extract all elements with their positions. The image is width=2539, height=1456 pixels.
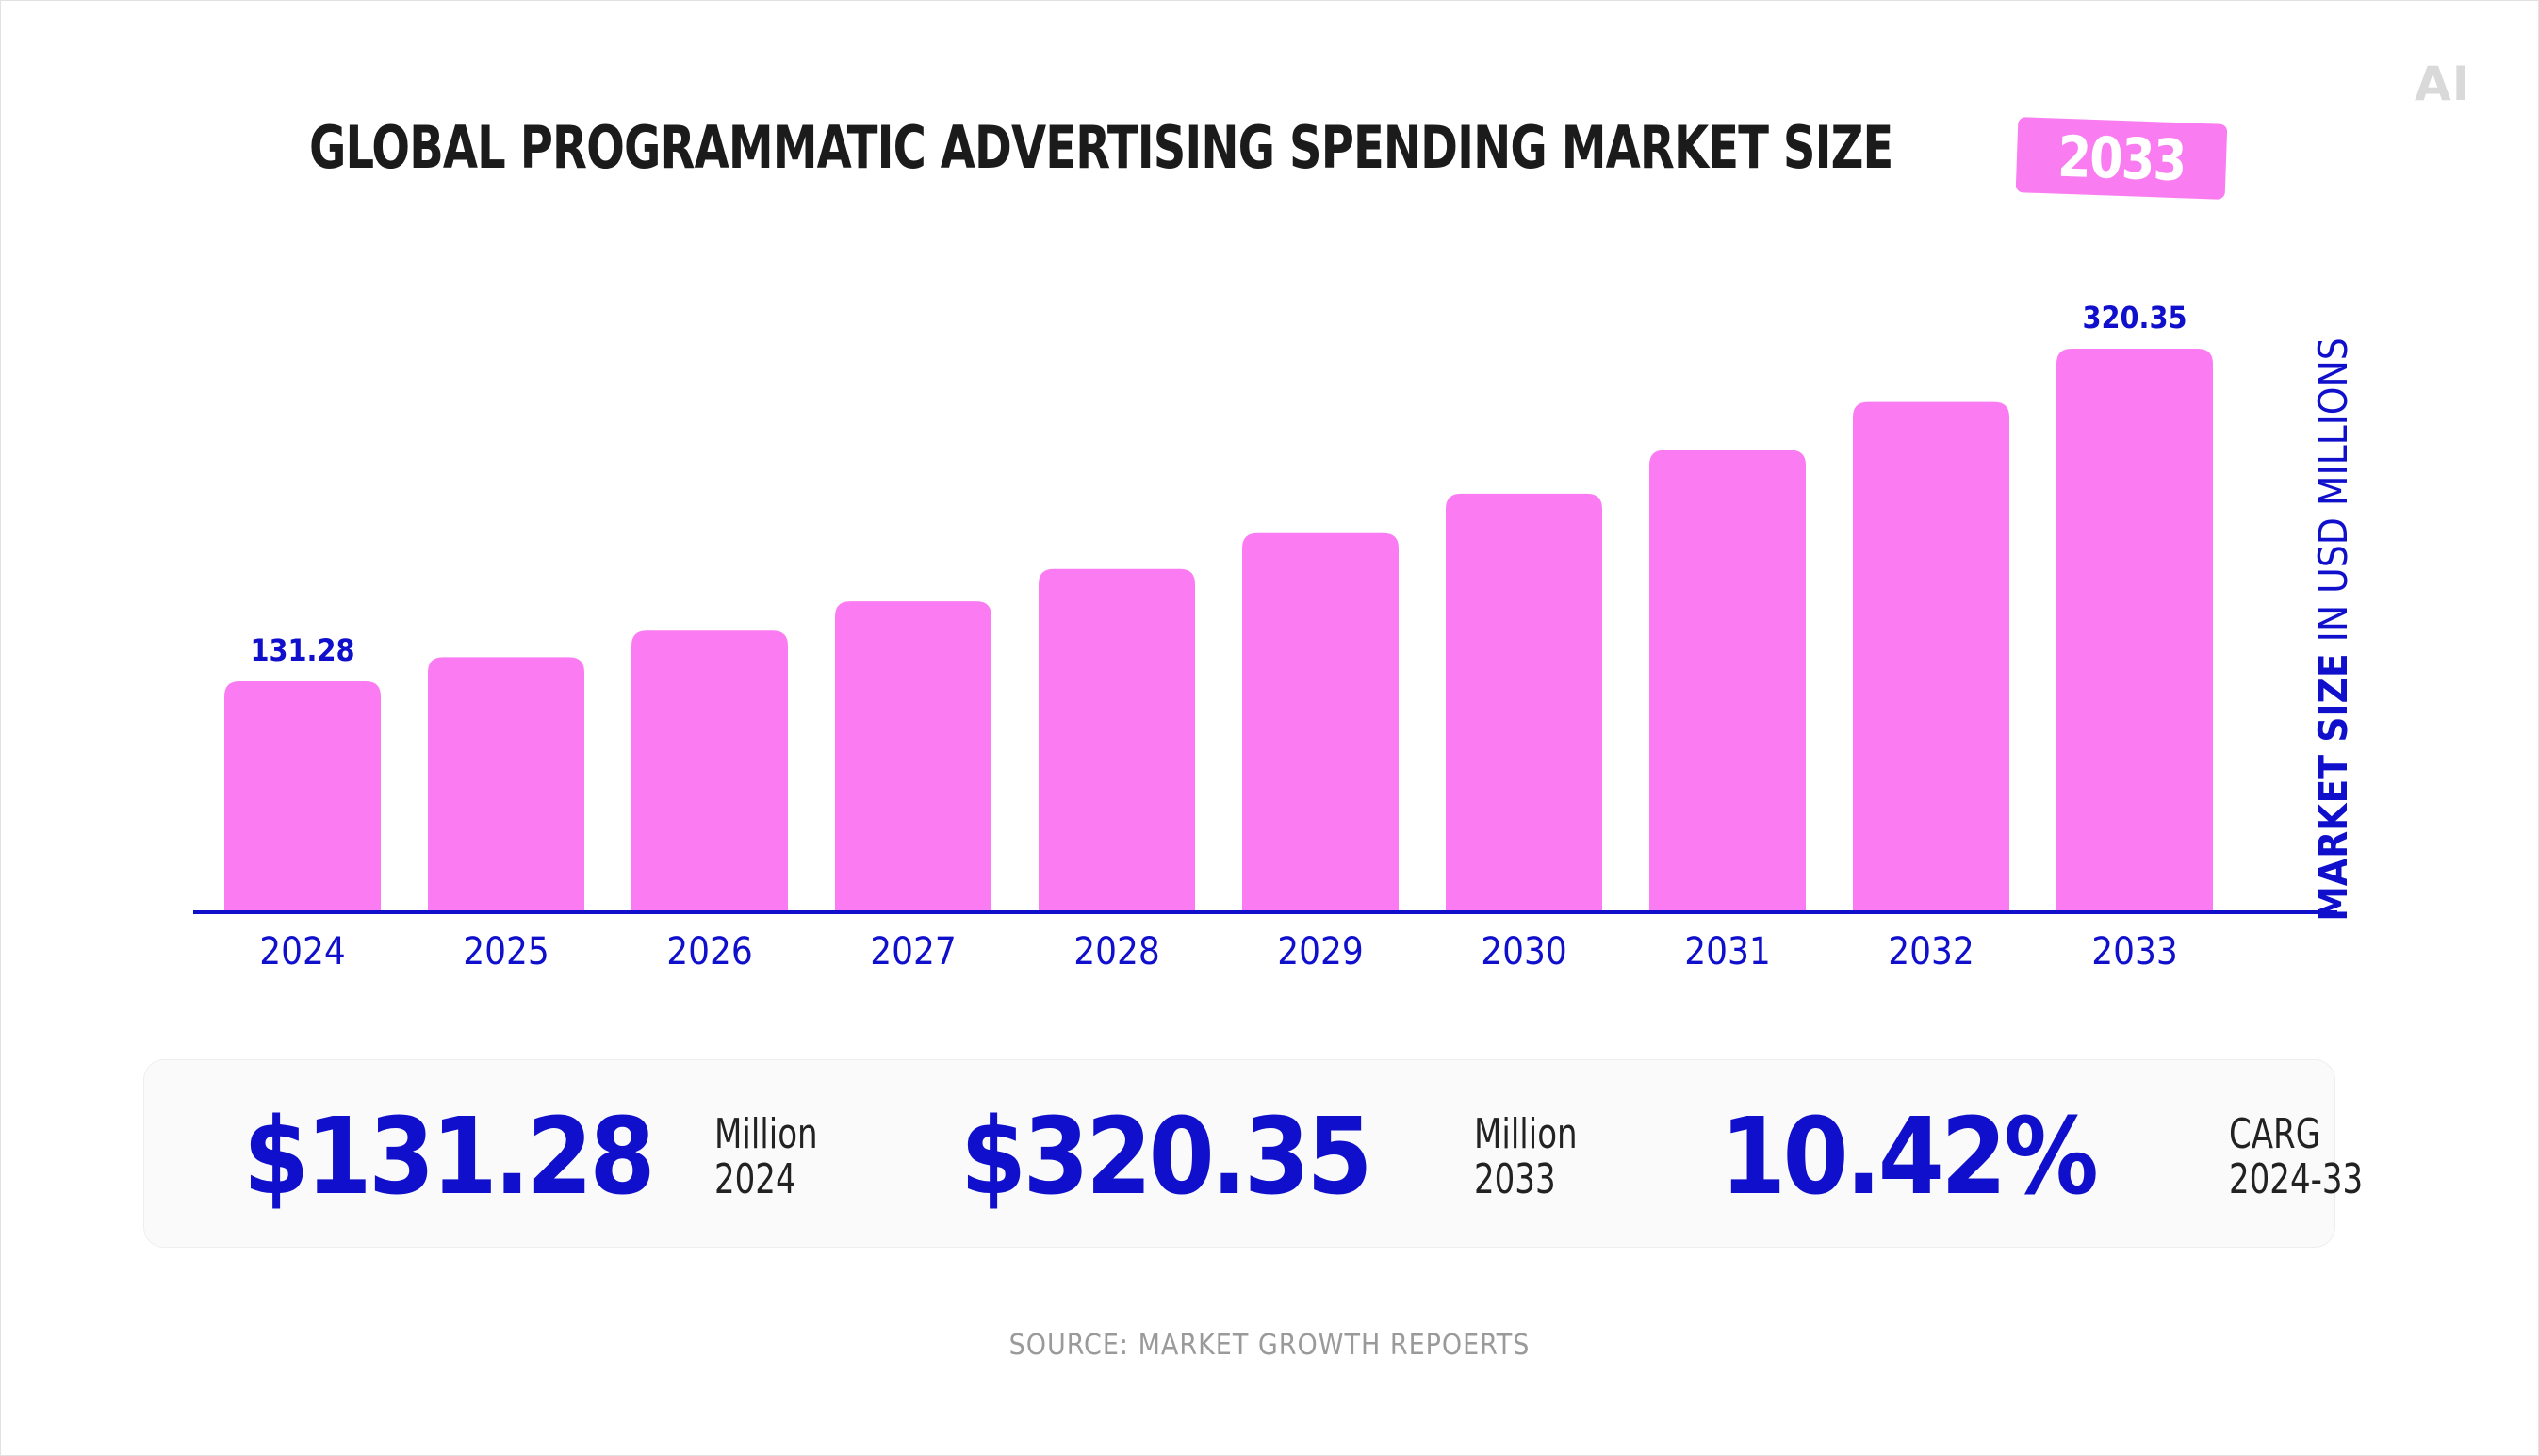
source-note: SOURCE: MARKET GROWTH REPOERTS	[1008, 1329, 1531, 1362]
x-tick-2030: 2030	[1481, 930, 1567, 973]
stat-value: $320.35	[960, 1096, 1373, 1219]
data-label-2033: 320.35	[2082, 300, 2187, 335]
stat-label: Million 2024	[714, 1112, 818, 1202]
bar-chart: 2024 131.28 2025 2026 2027 2028 2029 2030 2031 20…	[193, 300, 2356, 973]
y-axis-title-rest: IN USD MILLIONS	[2310, 337, 2356, 653]
stat-label-top: CARG	[2229, 1110, 2321, 1158]
y-axis-title: MARKET SIZE IN USD MILLIONS	[2310, 337, 2356, 922]
stat-label-bottom: 2024-33	[2229, 1155, 2364, 1203]
stat-value: $131.28	[243, 1096, 656, 1219]
stat-label: Million 2033	[1474, 1112, 1578, 1202]
x-tick-2027: 2027	[870, 930, 957, 973]
bar-2028	[1039, 568, 1195, 912]
x-tick-2028: 2028	[1073, 930, 1160, 973]
x-tick-2033: 2033	[2091, 930, 2178, 973]
data-label-2024: 131.28	[250, 632, 354, 668]
bar-2033	[2056, 349, 2213, 912]
stats-panel: $131.28 Million 2024 $320.35 Million 203…	[143, 1059, 2363, 1248]
stat-label-bottom: 2024	[714, 1155, 796, 1203]
bar-2024	[224, 680, 381, 912]
bar-2030	[1446, 493, 1602, 912]
x-tick-2029: 2029	[1277, 930, 1364, 973]
y-axis-title-bold: MARKET SIZE	[2310, 653, 2356, 921]
stat-label-bottom: 2033	[1474, 1155, 1556, 1203]
x-tick-2031: 2031	[1684, 930, 1771, 973]
bar-2029	[1242, 532, 1399, 912]
bar-2026	[631, 630, 788, 912]
brand-logo: AI	[2415, 57, 2471, 111]
stat-label-top: Million	[714, 1110, 818, 1158]
x-tick-2024: 2024	[259, 930, 346, 973]
bar-2032	[1853, 401, 2009, 912]
x-tick-2032: 2032	[1888, 930, 1974, 973]
stat-value: 10.42%	[1720, 1096, 2099, 1219]
stat-label-top: Million	[1474, 1110, 1578, 1158]
chart-title: GLOBAL PROGRAMMATIC ADVERTISING SPENDING…	[309, 113, 1893, 182]
bar-2025	[428, 657, 584, 912]
x-tick-2026: 2026	[666, 930, 753, 973]
title-row: GLOBAL PROGRAMMATIC ADVERTISING SPENDING…	[0, 106, 2539, 209]
bar-2031	[1649, 450, 1806, 912]
x-tick-2025: 2025	[463, 930, 549, 973]
bar-2027	[835, 601, 991, 912]
stat-label: CARG 2024-33	[2229, 1112, 2363, 1202]
